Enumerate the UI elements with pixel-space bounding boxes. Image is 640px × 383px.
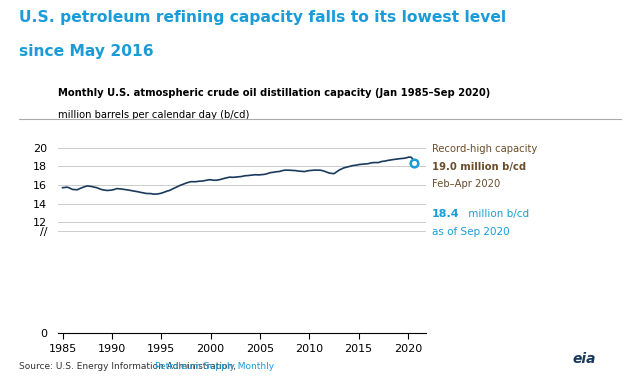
Text: 19.0 million b/cd: 19.0 million b/cd <box>432 162 526 172</box>
Text: Record-high capacity: Record-high capacity <box>432 144 537 154</box>
Text: Source: U.S. Energy Information Administration,: Source: U.S. Energy Information Administ… <box>19 362 239 371</box>
Text: Monthly U.S. atmospheric crude oil distillation capacity (Jan 1985–Sep 2020): Monthly U.S. atmospheric crude oil disti… <box>58 88 490 98</box>
Text: eia: eia <box>573 352 596 366</box>
Text: Feb–Apr 2020: Feb–Apr 2020 <box>432 179 500 189</box>
Text: U.S. petroleum refining capacity falls to its lowest level: U.S. petroleum refining capacity falls t… <box>19 10 506 25</box>
Text: since May 2016: since May 2016 <box>19 44 154 59</box>
Text: million b/cd: million b/cd <box>465 209 529 219</box>
Text: Petroleum Supply Monthly: Petroleum Supply Monthly <box>155 362 274 371</box>
Text: as of Sep 2020: as of Sep 2020 <box>432 227 509 237</box>
Text: 18.4: 18.4 <box>432 209 460 219</box>
Text: million barrels per calendar day (b/cd): million barrels per calendar day (b/cd) <box>58 110 249 120</box>
